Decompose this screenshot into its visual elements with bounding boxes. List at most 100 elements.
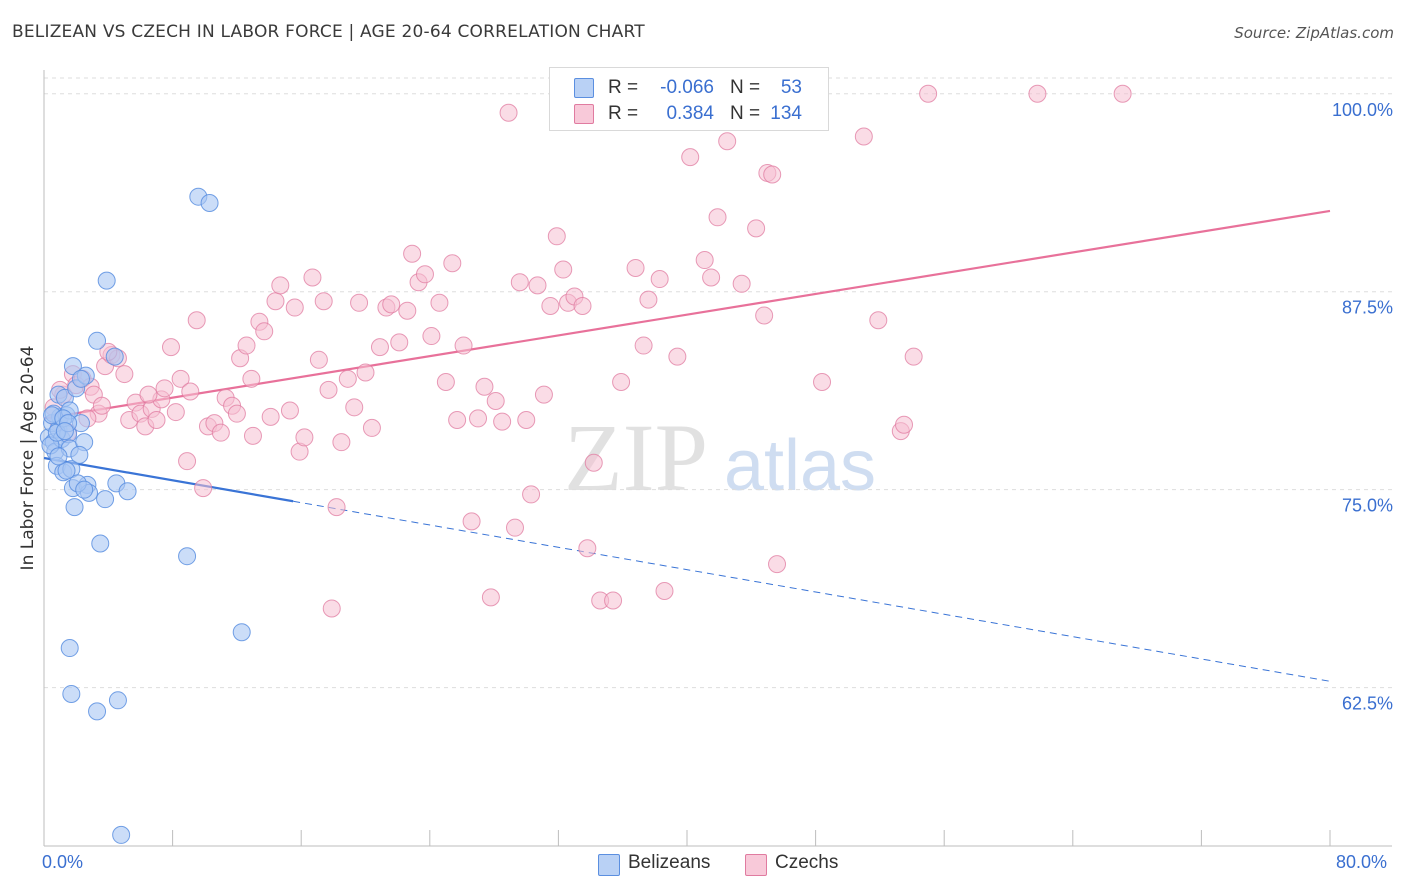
legend-row-czech: R = 0.384 N = 134 — [550, 101, 828, 127]
belizean-point — [65, 498, 84, 517]
czech-point — [626, 258, 645, 277]
belizean-point — [118, 482, 137, 501]
czech-point — [454, 336, 473, 355]
czech-point — [919, 84, 938, 103]
czech-point — [362, 418, 381, 437]
czech-point — [1028, 84, 1047, 103]
belizean-point — [75, 480, 94, 499]
czech-point — [436, 372, 455, 391]
czech-point — [573, 296, 592, 315]
czech-point — [584, 453, 603, 472]
watermark-zip: ZIP — [564, 404, 708, 511]
belizean-point — [62, 684, 81, 703]
belizean-point — [105, 347, 124, 366]
belizean-point — [178, 547, 197, 566]
czech-point — [639, 290, 658, 309]
series-legend: Belizeans Czechs — [0, 852, 1406, 878]
czech-point — [295, 428, 314, 447]
belizeans-swatch — [598, 854, 620, 876]
belizean-point — [112, 825, 131, 844]
czech-point — [255, 322, 274, 341]
czech-point — [178, 452, 197, 471]
czech-point — [655, 582, 674, 601]
belizean-point — [91, 534, 110, 553]
czech-point — [227, 404, 246, 423]
czech-point — [443, 254, 462, 273]
belizeans-label: Belizeans — [628, 852, 711, 873]
czech-point — [469, 409, 488, 428]
czech-point — [448, 410, 467, 429]
czech-r-label: R = — [608, 103, 639, 124]
czech-point — [486, 391, 505, 410]
czech-point — [403, 244, 422, 263]
belizean-point — [88, 702, 107, 721]
czech-point — [171, 369, 190, 388]
czech-point — [895, 415, 914, 434]
czech-point — [242, 369, 261, 388]
y-tick-label: 87.5% — [1342, 298, 1393, 318]
belizean-trendline-dashed — [293, 500, 1331, 682]
czech-point — [708, 208, 727, 227]
czech-point — [309, 350, 328, 369]
belizean-point — [70, 445, 89, 464]
czech-swatch — [574, 104, 594, 124]
czech-point — [755, 306, 774, 325]
belizean-n-value: 53 — [780, 77, 802, 98]
czech-point — [398, 301, 417, 320]
czech-point — [155, 379, 174, 398]
czech-point — [314, 292, 333, 311]
czech-point — [187, 311, 206, 330]
belizean-point — [57, 461, 76, 480]
czech-point — [528, 276, 547, 295]
czech-point — [181, 382, 200, 401]
belizean-point — [96, 490, 115, 509]
czech-point — [681, 148, 700, 167]
y-tick-label: 62.5% — [1342, 694, 1393, 714]
czech-point — [280, 401, 299, 420]
czech-point — [747, 219, 766, 238]
czech-point — [319, 380, 338, 399]
czech-point — [139, 385, 158, 404]
czech-point — [517, 410, 536, 429]
czech-point — [604, 591, 623, 610]
czech-point — [904, 347, 923, 366]
czech-point — [415, 265, 434, 284]
czech-point — [612, 372, 631, 391]
czech-point — [345, 398, 364, 417]
czech-point — [547, 227, 566, 246]
legend-row-belizean: R = -0.066 N = 53 — [550, 75, 828, 101]
czech-point — [650, 270, 669, 289]
czech-point — [327, 498, 346, 517]
czech-point — [356, 363, 375, 382]
czech-point — [194, 479, 213, 498]
belizean-point — [60, 639, 79, 658]
czech-point — [166, 403, 185, 422]
belizean-point — [108, 691, 127, 710]
belizean-point — [71, 369, 90, 388]
czech-point — [147, 410, 166, 429]
belizean-r-value: -0.066 — [660, 77, 714, 98]
czech-point — [854, 127, 873, 146]
czech-point — [763, 165, 782, 184]
czech-point — [322, 599, 341, 618]
x-tick-min: 0.0% — [42, 852, 84, 872]
czech-point — [303, 268, 322, 287]
czech-point — [702, 268, 721, 287]
czech-point — [510, 273, 529, 292]
czech-point — [115, 365, 134, 384]
belizean-point — [49, 447, 68, 466]
czech-point — [92, 396, 111, 415]
czech-point — [732, 274, 751, 293]
x-tick-max: 80.0% — [1336, 852, 1388, 872]
czech-point — [493, 412, 512, 431]
czech-r-value: 0.384 — [666, 103, 714, 124]
czech-point — [869, 311, 888, 330]
y-tick-label: 100.0% — [1332, 100, 1393, 120]
czech-point — [578, 539, 597, 558]
czech-point — [261, 407, 280, 426]
czech-point — [422, 327, 441, 346]
chart-title: BELIZEAN VS CZECH IN LABOR FORCE | AGE 2… — [12, 22, 645, 42]
czech-point — [768, 555, 787, 574]
czech-point — [285, 298, 304, 317]
